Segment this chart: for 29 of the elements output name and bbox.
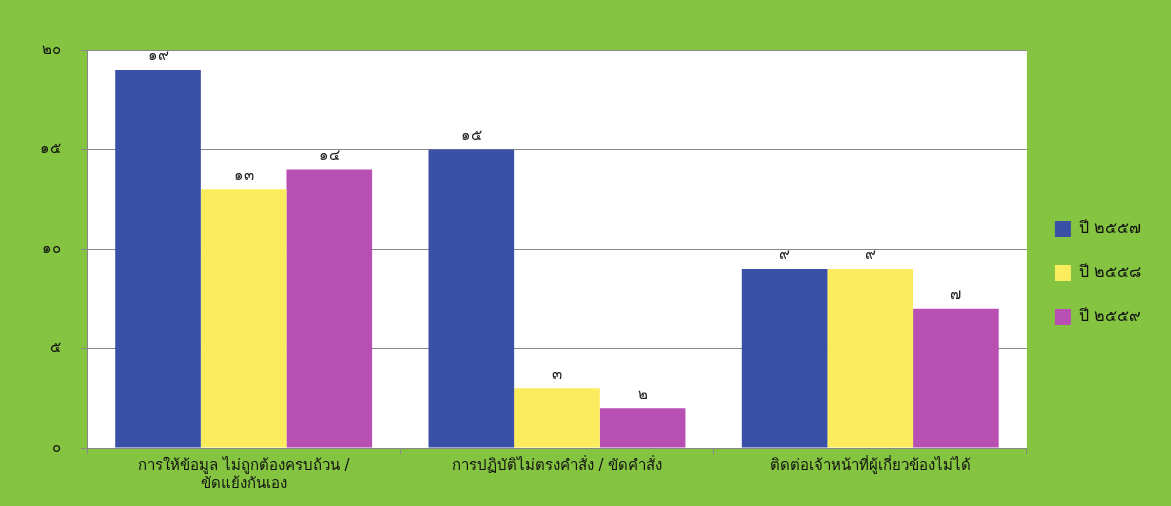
y-tick-label: ๑๕ xyxy=(40,139,61,158)
bar xyxy=(741,268,828,448)
data-label: ๗ xyxy=(950,285,962,304)
bar xyxy=(514,388,600,448)
x-tick-label: ติดต่อเจ้าหน้าที่ผู้เกี่ยวข้องไม่ได้ xyxy=(769,453,971,474)
y-tick-label: ๒๐ xyxy=(42,39,61,58)
legend-label: ปี ๒๕๕๘ xyxy=(1078,262,1142,282)
data-label: ๙ xyxy=(779,245,791,264)
x-tick-label: การปฏิบัติไม่ตรงคำสั่ง / ขัดคำสั่ง xyxy=(451,453,663,474)
data-label: ๑๕ xyxy=(460,125,482,144)
data-label: ๑๓ xyxy=(233,165,254,184)
bar xyxy=(827,268,914,448)
data-label: ๑๔ xyxy=(318,145,340,164)
x-tick-label: การให้ข้อมูล ไม่ถูกต้องครบถ้วน / ขัดแย้งกันเอง xyxy=(137,455,351,492)
bar xyxy=(913,308,999,448)
data-label: ๙ xyxy=(864,245,876,264)
data-label: ๒ xyxy=(637,384,648,403)
bar xyxy=(428,149,515,448)
y-tick-label: ๕ xyxy=(50,338,61,357)
bar xyxy=(115,69,201,448)
legend-label: ปี ๒๕๕๙ xyxy=(1078,306,1142,326)
bar xyxy=(599,408,686,448)
legend-label: ปี ๒๕๕๗ xyxy=(1078,218,1142,238)
bar xyxy=(200,189,287,448)
data-label: ๑๙ xyxy=(147,46,169,65)
bar xyxy=(286,169,373,448)
y-tick-label: ๐ xyxy=(52,437,61,456)
data-label: ๓ xyxy=(551,364,562,383)
y-tick-label: ๑๐ xyxy=(42,238,61,257)
